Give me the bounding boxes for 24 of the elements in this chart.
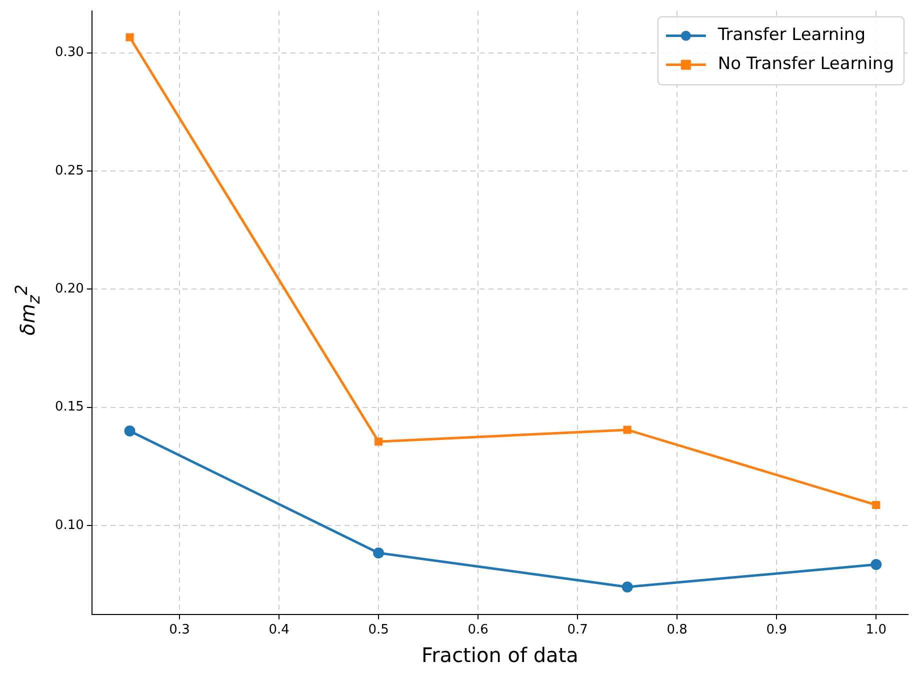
legend-label: No Transfer Learning bbox=[718, 54, 894, 74]
x-tick-label: 0.8 bbox=[666, 622, 688, 638]
x-tick-label: 0.9 bbox=[766, 622, 787, 638]
y-tick-label: 0.10 bbox=[54, 518, 84, 533]
x-tick-label: 0.3 bbox=[169, 622, 190, 638]
y-tick-label: 0.30 bbox=[54, 45, 84, 60]
x-tick-label: 0.4 bbox=[268, 622, 290, 638]
x-tick-label: 0.7 bbox=[567, 622, 588, 638]
point bbox=[870, 559, 882, 570]
point bbox=[623, 426, 632, 434]
y-tick-label: 0.15 bbox=[54, 400, 84, 415]
point bbox=[124, 426, 136, 437]
y-tick-label: 0.20 bbox=[54, 282, 84, 297]
legend-label: Transfer Learning bbox=[716, 25, 866, 46]
point bbox=[872, 500, 880, 510]
point bbox=[126, 33, 134, 42]
x-tick-label: 0.5 bbox=[368, 622, 389, 638]
x-tick-label: 0.6 bbox=[468, 622, 488, 638]
y-tick-label: 0.25 bbox=[54, 163, 84, 178]
x-tick-label: 1.0 bbox=[866, 622, 886, 638]
point bbox=[373, 547, 384, 558]
point bbox=[622, 581, 633, 592]
point bbox=[374, 438, 383, 446]
x-axis-title: Fraction of data bbox=[422, 643, 578, 668]
